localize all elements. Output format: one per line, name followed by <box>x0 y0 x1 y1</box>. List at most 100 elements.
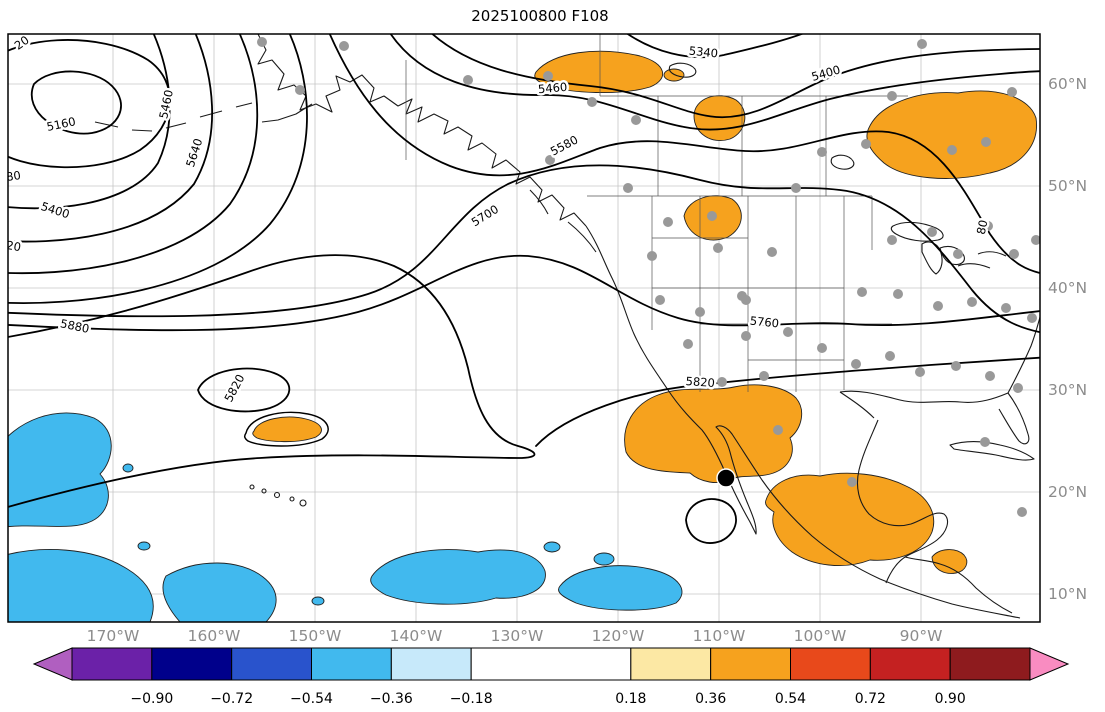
negative-anomaly-region <box>543 541 561 553</box>
station-dot <box>545 155 555 165</box>
axis-labels-layer: 170°W 160°W 150°W 140°W 130°W 120°W 110°W 100°W… <box>87 75 1087 645</box>
contour-line <box>8 164 1040 334</box>
map-area: 2051605460564080540020588054605580534054… <box>8 33 1040 622</box>
contour-line <box>328 34 1040 274</box>
station-dot <box>717 377 727 387</box>
station-dot <box>1009 249 1019 259</box>
station-dot <box>647 251 657 261</box>
lon-tick-label: 150°W <box>289 627 342 645</box>
station-dot <box>631 115 641 125</box>
station-dot <box>713 243 723 253</box>
contour-label: 5160 <box>45 114 77 134</box>
colorbar-over-arrow <box>1029 647 1070 681</box>
station-dot <box>861 139 871 149</box>
contour-line <box>626 34 805 59</box>
station-dot <box>917 39 927 49</box>
negative-anomaly-region <box>558 565 683 611</box>
contour-line <box>8 34 214 243</box>
station-dot <box>967 297 977 307</box>
coastline-alaska <box>257 34 587 227</box>
contour-label: 5400 <box>810 62 842 84</box>
station-dot <box>683 339 693 349</box>
station-dot <box>947 145 957 155</box>
contour-label: 5820 <box>685 374 715 390</box>
station-dot <box>783 327 793 337</box>
station-dot <box>587 97 597 107</box>
station-dot <box>695 307 705 317</box>
station-dot <box>951 361 961 371</box>
negative-anomaly-region <box>370 549 546 605</box>
colorbar-tick-label: −0.18 <box>450 691 493 707</box>
colorbar-segment <box>869 647 951 681</box>
contour-line <box>243 411 329 447</box>
negative-anomaly-region <box>162 562 277 622</box>
colorbar-tick-label: 0.54 <box>775 691 806 707</box>
colorbar-segment <box>151 647 233 681</box>
contour-label: 5460 <box>156 88 176 120</box>
coastline-aleutians <box>94 102 313 132</box>
positive-anomaly-region <box>624 384 803 484</box>
anomaly-shading-layer <box>8 50 1037 622</box>
colorbar-segment <box>71 647 153 681</box>
contour-line <box>685 498 737 544</box>
contour-line <box>8 34 308 304</box>
positive-anomaly-region <box>931 549 968 574</box>
lat-tick-label: 60°N <box>1048 75 1087 93</box>
station-dot <box>339 41 349 51</box>
lon-tick-label: 90°W <box>900 627 943 645</box>
station-dot <box>980 437 990 447</box>
lon-tick-label: 160°W <box>188 627 241 645</box>
station-dot <box>257 37 267 47</box>
colorbar-tick-label: −0.54 <box>290 691 333 707</box>
canada-lakes <box>668 62 855 170</box>
colorbar: −0.90 −0.72 −0.54 −0.36 −0.18 0.18 0.36 0.54 0.7… <box>32 647 1070 707</box>
station-dot <box>893 289 903 299</box>
negative-anomaly-region <box>122 463 134 473</box>
lon-tick-label: 100°W <box>794 627 847 645</box>
station-dot <box>707 211 717 221</box>
contour-line <box>389 34 1040 131</box>
contour-label: 5700 <box>469 202 501 229</box>
station-dot <box>927 227 937 237</box>
positive-anomaly-region <box>693 95 746 141</box>
station-dot <box>915 367 925 377</box>
contour-label: 5760 <box>749 314 780 331</box>
station-dot <box>933 301 943 311</box>
colorbar-segment <box>710 647 792 681</box>
lon-tick-label: 130°W <box>491 627 544 645</box>
station-dot <box>817 147 827 157</box>
contour-line <box>535 356 1040 447</box>
contour-label: 5400 <box>39 199 71 221</box>
contour-line <box>31 70 122 135</box>
positive-anomaly-region <box>765 472 935 566</box>
station-dot <box>887 235 897 245</box>
contour-label: 5640 <box>183 137 205 169</box>
station-dot <box>985 371 995 381</box>
contour-label: 20 <box>12 33 32 53</box>
colorbar-tick-label: 0.36 <box>695 691 726 707</box>
station-dot <box>663 217 673 227</box>
station-dot <box>463 75 473 85</box>
lon-tick-label: 120°W <box>592 627 645 645</box>
negative-anomaly-region <box>137 541 151 551</box>
negative-anomaly-region <box>8 549 154 622</box>
station-dot <box>1007 87 1017 97</box>
colorbar-tick-label: 0.72 <box>855 691 886 707</box>
negative-anomaly-region <box>8 412 112 528</box>
chart-title: 2025100800 F108 <box>471 7 608 25</box>
station-dot <box>1013 383 1023 393</box>
station-dot <box>773 425 783 435</box>
lat-tick-label: 50°N <box>1048 177 1087 195</box>
station-dot <box>741 295 751 305</box>
station-dot <box>295 85 305 95</box>
contour-lines-layer <box>8 34 1040 544</box>
colorbar-under-arrow <box>32 647 73 681</box>
lon-tick-label: 170°W <box>87 627 140 645</box>
contour-label: 5820 <box>221 372 247 404</box>
geography-layer <box>94 34 1040 619</box>
colorbar-tick-label: −0.36 <box>370 691 413 707</box>
station-dot <box>1001 303 1011 313</box>
lat-tick-label: 20°N <box>1048 483 1087 501</box>
